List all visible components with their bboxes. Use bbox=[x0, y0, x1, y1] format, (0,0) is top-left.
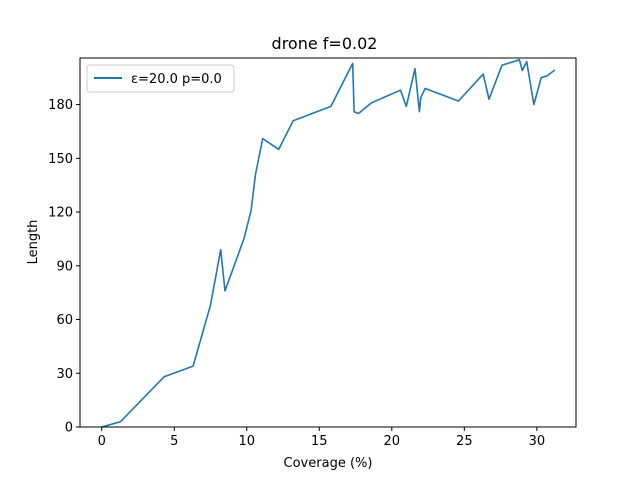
x-tick-label: 20 bbox=[384, 434, 401, 449]
legend: ε=20.0 p=0.0 bbox=[86, 64, 235, 93]
y-tick-label: 180 bbox=[48, 98, 73, 113]
y-axis: 0 30 60 90 120 150 180 bbox=[48, 98, 80, 436]
legend-box bbox=[86, 64, 235, 93]
y-tick-label: 60 bbox=[56, 313, 73, 328]
y-tick-label: 150 bbox=[48, 152, 73, 167]
series-line-0 bbox=[100, 58, 556, 428]
x-tick-label: 30 bbox=[529, 434, 546, 449]
y-tick-label: 120 bbox=[48, 206, 73, 221]
plot-frame bbox=[79, 57, 577, 428]
x-axis-title: Coverage (%) bbox=[284, 456, 373, 471]
y-tick-label: 0 bbox=[65, 421, 73, 436]
x-tick-label: 25 bbox=[456, 434, 473, 449]
y-axis-title: Length bbox=[26, 220, 41, 265]
x-tick-label: 10 bbox=[239, 434, 256, 449]
x-tick-label: 5 bbox=[170, 434, 178, 449]
plot-series bbox=[100, 58, 556, 428]
chart-title: drone f=0.02 bbox=[272, 34, 378, 53]
x-tick-label: 0 bbox=[98, 434, 106, 449]
x-axis: 0 5 10 15 20 25 30 bbox=[98, 427, 546, 449]
legend-label: ε=20.0 p=0.0 bbox=[131, 72, 222, 87]
y-tick-label: 30 bbox=[56, 367, 73, 382]
y-tick-label: 90 bbox=[56, 259, 73, 274]
x-tick-label: 15 bbox=[311, 434, 328, 449]
